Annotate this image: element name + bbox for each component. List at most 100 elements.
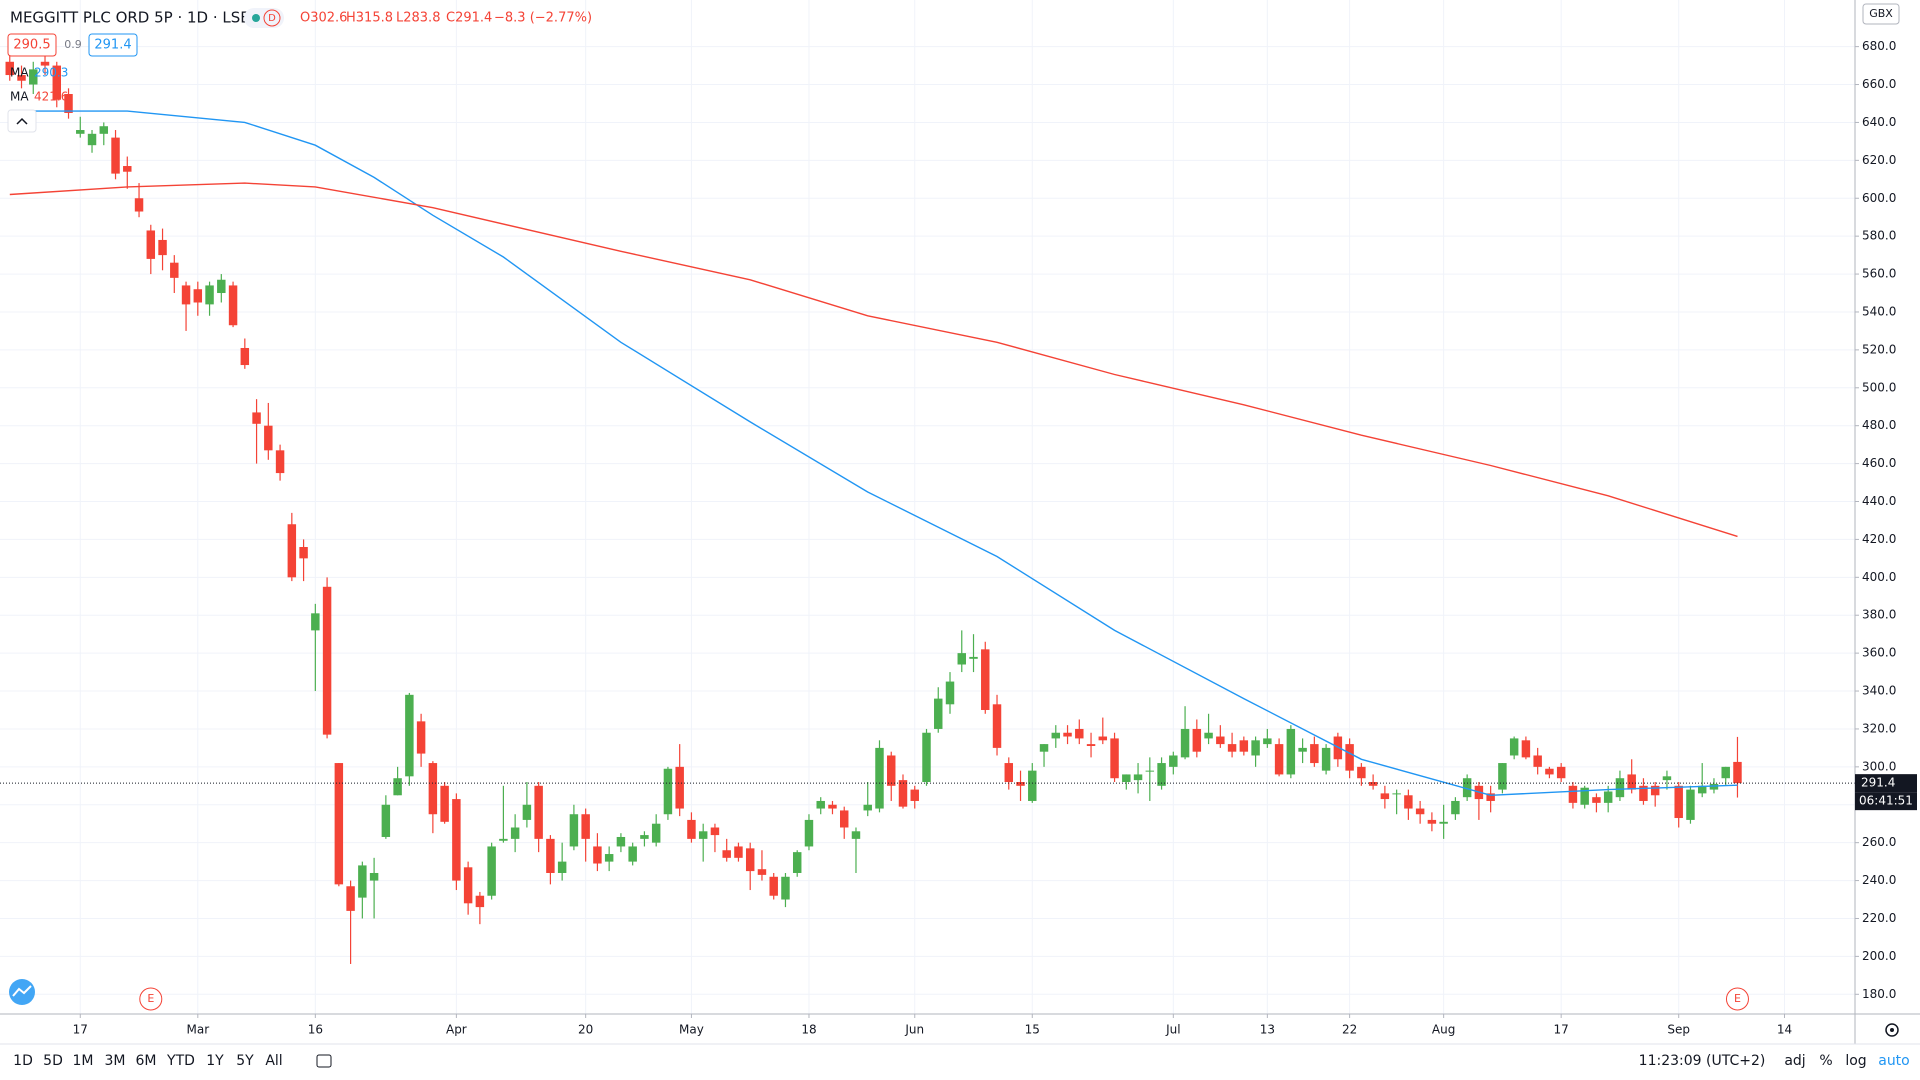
candle-body [1345,744,1354,771]
range-button[interactable]: All [265,1053,282,1069]
ohlc-low: L283.8 [396,11,440,26]
candle-body [52,65,61,100]
range-button[interactable]: 5D [43,1053,63,1069]
range-button[interactable]: YTD [166,1053,195,1069]
x-tick-label: 22 [1342,1023,1357,1037]
candle-body [1086,744,1096,747]
candle-body [898,780,908,807]
candle-body [64,94,73,113]
x-tick-label: 14 [1777,1023,1792,1037]
candle-body [1028,770,1037,801]
candle-body [1321,747,1331,771]
range-button[interactable]: 1M [73,1053,94,1069]
candle-body [134,198,144,212]
x-tick-label: 15 [1025,1023,1040,1037]
legend-name: MA [10,90,29,104]
candle-body [663,768,673,815]
settings-gear[interactable] [1885,1023,1899,1037]
candle-body [334,763,344,885]
y-tick-label: 640.0 [1862,115,1896,129]
range-button[interactable]: 5Y [236,1053,254,1069]
candle-body [1686,789,1695,820]
y-tick-label: 480.0 [1862,418,1896,432]
candle-body [569,814,579,847]
buy-box[interactable] [88,33,138,57]
candle-body [792,852,802,873]
scale-option[interactable]: adj [1784,1053,1805,1069]
x-tick-label: 18 [801,1023,816,1037]
interval-badge-ring [263,9,281,27]
candle-body [217,279,226,294]
candle-body [499,838,508,841]
candle-body [863,804,872,811]
x-tick-label: Jun [904,1023,924,1037]
candle-body [393,778,402,796]
candle-body [1274,744,1284,775]
moving-average-line [9,110,1738,797]
candle-body [1427,819,1437,824]
countdown-box [1855,792,1917,811]
candle-body [1004,763,1014,783]
candle-body [851,831,861,839]
candle-body [804,819,814,847]
y-tick-label: 580.0 [1862,229,1896,243]
candle-body [1462,778,1472,798]
y-tick-label: 520.0 [1862,342,1896,356]
currency-box [1862,3,1900,25]
y-tick-label: 260.0 [1862,835,1896,849]
candle-body [757,869,767,875]
candle-body [1568,785,1578,803]
earnings-marker[interactable] [139,987,163,1011]
candle-body [17,75,26,81]
y-tick-label: 300.0 [1862,759,1896,773]
candle-body [745,848,755,872]
candle-body [1592,797,1601,803]
scale-option[interactable]: log [1845,1053,1866,1069]
candle-body [816,800,825,809]
x-tick-label: 13 [1260,1023,1275,1037]
candle-body [1016,782,1025,786]
candle-body [416,721,426,754]
scale-option[interactable]: % [1819,1053,1832,1069]
candle-body [1392,793,1401,795]
y-tick-label: 200.0 [1862,949,1896,963]
buy-price[interactable]: 291.4 [94,38,131,53]
sell-box[interactable] [7,33,57,57]
candle-body [1545,768,1554,775]
candle-body [405,694,414,777]
candle-body [1498,763,1507,790]
candle-body [1639,785,1648,801]
candle-body [969,656,978,659]
candle-body [828,804,837,809]
settings-gear-hub [1890,1028,1894,1032]
legend: MEGGITT PLC ORD 5P · 1D · LSE D O302.6 H… [7,8,592,133]
candle-body [346,886,355,911]
candle-body [957,653,966,665]
range-button[interactable]: 1Y [206,1053,224,1069]
candle-body [945,681,955,705]
calendar-icon [316,1054,332,1068]
candle-body [311,613,320,631]
range-button[interactable]: 1D [13,1053,33,1069]
scale-option[interactable]: auto [1878,1053,1910,1069]
range-button[interactable]: 3M [105,1053,126,1069]
candle-body [381,804,391,837]
collapse-button[interactable] [7,109,37,133]
countdown-label: 06:41:51 [1859,794,1913,808]
sell-price[interactable]: 290.5 [13,38,50,53]
candle-body [769,876,778,896]
y-tick-label: 380.0 [1862,608,1896,622]
range-button[interactable]: 6M [136,1053,157,1069]
candle-body [1650,785,1660,796]
candle-body [522,804,532,820]
y-tick-label: 240.0 [1862,873,1896,887]
candle-body [1697,785,1707,794]
earnings-marker[interactable] [1725,987,1749,1011]
candle-body [181,285,191,305]
candle-body [1216,736,1225,745]
candle-body [910,789,919,801]
clock: 11:23:09 (UTC+2) [1639,1053,1766,1069]
y-tick-label: 600.0 [1862,191,1896,205]
candle-body [1286,728,1296,775]
